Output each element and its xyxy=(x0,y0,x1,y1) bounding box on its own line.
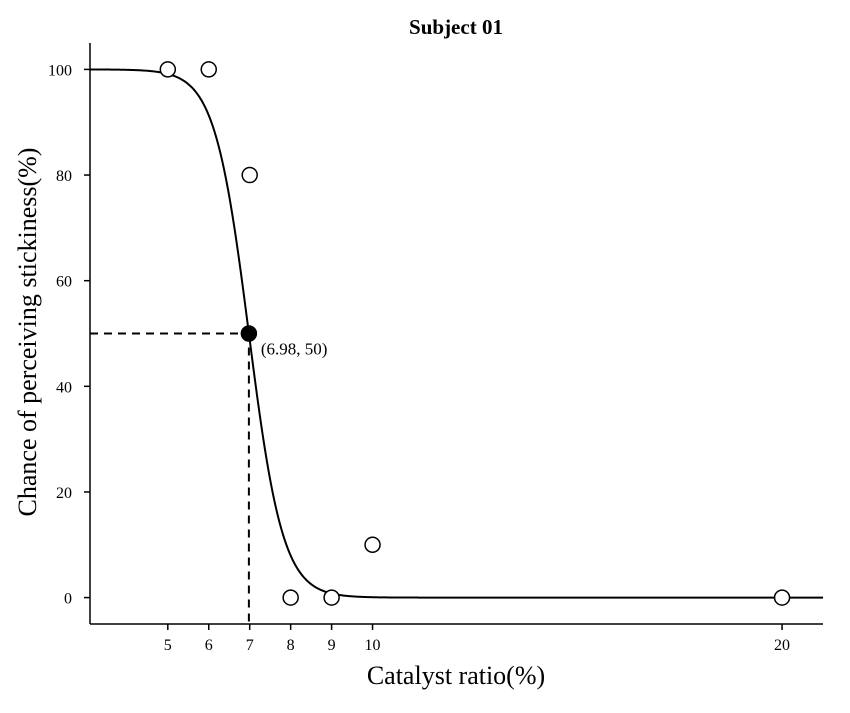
x-tick-label: 5 xyxy=(164,637,172,654)
threshold-point xyxy=(240,325,258,342)
y-tick-label: 80 xyxy=(56,168,72,185)
x-tick-label: 7 xyxy=(246,637,254,654)
y-ticks: 0 20 40 60 80 100 xyxy=(48,62,90,608)
threshold-label: (6.98, 50) xyxy=(261,340,328,359)
y-axis-label: Chance of perceiving stickiness(%) xyxy=(13,148,42,517)
x-tick-label: 10 xyxy=(365,637,381,654)
data-point xyxy=(241,166,258,184)
data-point xyxy=(773,589,791,606)
y-tick-label: 60 xyxy=(56,274,72,291)
y-tick-label: 100 xyxy=(48,62,72,79)
x-axis-label: Catalyst ratio(%) xyxy=(367,661,545,690)
plot-area: 0 20 40 60 80 100 5 6 7 8 9 10 20 (6.98, 50) xyxy=(48,43,823,654)
y-tick-label: 0 xyxy=(64,591,72,608)
x-tick-label: 20 xyxy=(774,637,790,654)
data-point xyxy=(364,536,381,554)
x-tick-label: 6 xyxy=(205,637,213,654)
x-tick-label: 8 xyxy=(287,637,295,654)
y-tick-label: 40 xyxy=(56,379,72,396)
data-point xyxy=(200,61,218,78)
data-point xyxy=(159,61,177,78)
x-tick-label: 9 xyxy=(328,637,336,654)
data-point xyxy=(323,589,340,606)
threshold-guide-lines xyxy=(90,332,250,624)
data-point xyxy=(282,589,299,606)
chart-title: Subject 01 xyxy=(409,15,503,39)
y-tick-label: 20 xyxy=(56,485,72,502)
fit-curve xyxy=(90,68,823,599)
x-ticks: 5 6 7 8 9 10 20 xyxy=(164,624,790,654)
data-points xyxy=(159,61,791,606)
